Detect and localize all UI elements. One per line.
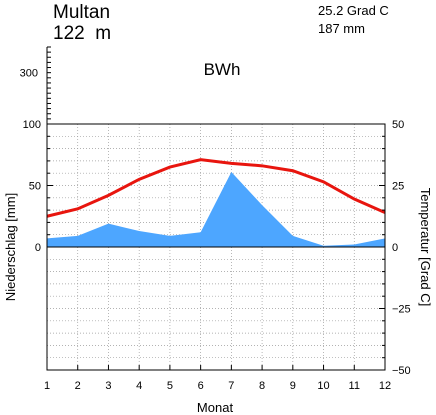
- precipitation-area: [47, 171, 385, 247]
- month-tick-label: 3: [105, 380, 111, 392]
- month-tick-label: 4: [136, 380, 142, 392]
- month-tick-label: 8: [259, 380, 265, 392]
- month-tick-label: 9: [290, 380, 296, 392]
- month-tick-label: 1: [44, 380, 50, 392]
- temperature-tick-label: 50: [392, 119, 404, 131]
- precipitation-axis-ticks: 0 50 100: [23, 119, 53, 254]
- month-tick-label: 5: [167, 380, 173, 392]
- month-tick-label: 10: [317, 380, 329, 392]
- month-axis-ticks: 1 2 3 4 5 6 7 8 9 10 11 12: [44, 365, 391, 392]
- temperature-line: [46, 158, 386, 218]
- temperature-tick-label: 25: [392, 181, 404, 193]
- upper-axis-ticks: [47, 46, 51, 120]
- month-tick-label: 12: [379, 380, 391, 392]
- precipitation-tick-label: 50: [29, 181, 41, 193]
- temperature-axis-ticks: −50 −25 0 25 50: [379, 119, 411, 377]
- temperature-tick-label: −25: [392, 304, 411, 316]
- right-axis-label: Temperatur [Grad C]: [418, 188, 433, 307]
- precipitation-tick-label: 100: [23, 119, 41, 131]
- month-tick-label: 7: [228, 380, 234, 392]
- month-tick-label: 11: [349, 380, 360, 392]
- month-tick-label: 2: [75, 380, 81, 392]
- temperature-tick-label: −50: [392, 365, 411, 377]
- annual-temperature: 25.2 Grad C: [318, 3, 389, 18]
- climate-class: BWh: [204, 60, 241, 79]
- precipitation-tick-label: 0: [35, 242, 41, 254]
- temperature-tick-label: 0: [392, 242, 398, 254]
- station-name: Multan: [53, 2, 110, 23]
- left-axis-label: Niederschlag [mm]: [3, 193, 18, 301]
- station-elevation: 122 m: [53, 23, 111, 44]
- month-tick-label: 6: [198, 380, 204, 392]
- annual-precipitation: 187 mm: [318, 21, 365, 36]
- x-axis-label: Monat: [197, 400, 234, 415]
- upper-tick-label: 300: [20, 68, 38, 80]
